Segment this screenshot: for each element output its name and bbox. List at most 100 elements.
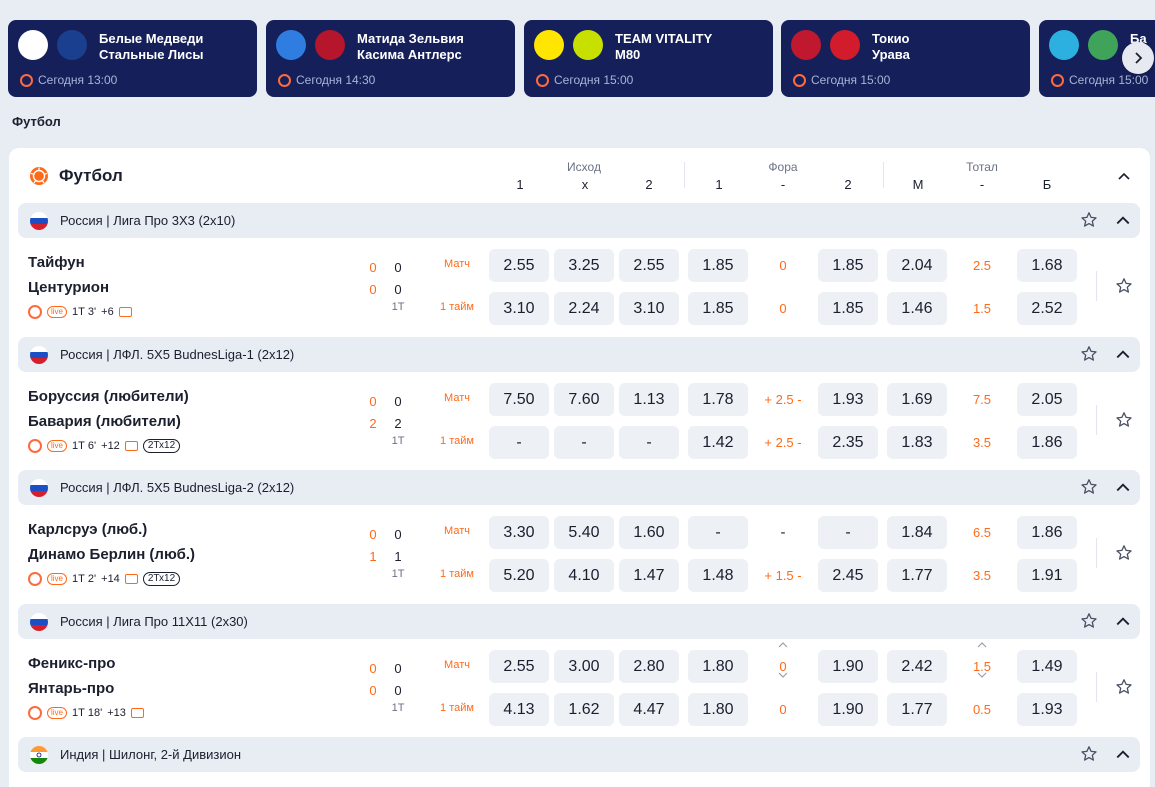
odds-button[interactable]: 1.77: [887, 693, 947, 726]
odds-button[interactable]: 4.10: [554, 559, 614, 592]
league-collapse-button[interactable]: [1115, 746, 1131, 762]
league-header[interactable]: Индия | Шилонг, 2-й Дивизион: [18, 737, 1140, 772]
odds-button[interactable]: 1.86: [1017, 516, 1077, 549]
team1-name[interactable]: Карлсруэ (люб.): [28, 521, 148, 538]
odds-button[interactable]: 4.47: [619, 693, 679, 726]
featured-match-card[interactable]: Белые Медведи Стальные Лисы Сегодня 13:00: [8, 20, 257, 97]
odds-button[interactable]: 2.55: [619, 249, 679, 282]
odds-button[interactable]: 1.86: [1017, 426, 1077, 459]
odds-button[interactable]: 2.05: [1017, 383, 1077, 416]
odds-button[interactable]: 1.77: [887, 559, 947, 592]
tv-stream-icon[interactable]: [124, 574, 138, 584]
league-collapse-button[interactable]: [1115, 479, 1131, 495]
more-markets-link[interactable]: +13: [107, 707, 126, 719]
odds-button[interactable]: 1.49: [1017, 650, 1077, 683]
more-markets-link[interactable]: +14: [101, 573, 120, 585]
odds-button[interactable]: 7.50: [489, 383, 549, 416]
odds-button[interactable]: 3.10: [619, 292, 679, 325]
odds-button[interactable]: 5.20: [489, 559, 549, 592]
tv-stream-icon[interactable]: [124, 441, 138, 451]
odds-button[interactable]: 3.25: [554, 249, 614, 282]
odds-button[interactable]: -: [489, 426, 549, 459]
odds-button[interactable]: 2.45: [818, 559, 878, 592]
featured-match-card[interactable]: Матида Зельвия Касима Антлерс Сегодня 14:3…: [266, 20, 515, 97]
odds-button[interactable]: 1.83: [887, 426, 947, 459]
match-favorite-button[interactable]: [1115, 277, 1133, 295]
odds-button[interactable]: 1.62: [554, 693, 614, 726]
odds-button[interactable]: 1.69: [887, 383, 947, 416]
team2-name[interactable]: Центурион: [28, 279, 110, 296]
team1-name[interactable]: Боруссия (любители): [28, 388, 189, 405]
odds-button[interactable]: 2.24: [554, 292, 614, 325]
odds-button[interactable]: 2.80: [619, 650, 679, 683]
odds-button[interactable]: 1.48: [688, 559, 748, 592]
odds-button[interactable]: 2.52: [1017, 292, 1077, 325]
odds-button[interactable]: 1.42: [688, 426, 748, 459]
league-favorite-button[interactable]: [1080, 478, 1098, 496]
odds-button[interactable]: 1.78: [688, 383, 748, 416]
tv-stream-icon[interactable]: [118, 307, 132, 317]
odds-button[interactable]: 7.60: [554, 383, 614, 416]
odds-button[interactable]: 2.55: [489, 650, 549, 683]
league-favorite-button[interactable]: [1080, 211, 1098, 229]
team1-name[interactable]: Феникс-про: [28, 655, 116, 672]
odds-button[interactable]: 1.84: [887, 516, 947, 549]
odds-button[interactable]: -: [619, 426, 679, 459]
odds-button[interactable]: 1.85: [818, 249, 878, 282]
league-collapse-button[interactable]: [1115, 613, 1131, 629]
league-collapse-button[interactable]: [1115, 346, 1131, 362]
league-favorite-button[interactable]: [1080, 345, 1098, 363]
odds-button[interactable]: 2.42: [887, 650, 947, 683]
league-header[interactable]: Россия | ЛФЛ. 5Х5 BudnesLiga-2 (2х12): [18, 470, 1140, 505]
odds-button[interactable]: -: [554, 426, 614, 459]
team2-name[interactable]: Янтарь-про: [28, 680, 115, 697]
handicap-down-icon[interactable]: [753, 672, 813, 682]
league-header[interactable]: Россия | Лига Про 3Х3 (2х10): [18, 203, 1140, 238]
handicap-up-icon[interactable]: [753, 641, 813, 651]
total-up-icon[interactable]: [952, 641, 1012, 651]
team1-name[interactable]: Тайфун: [28, 254, 85, 271]
odds-button[interactable]: 2.35: [818, 426, 878, 459]
league-collapse-button[interactable]: [1115, 212, 1131, 228]
odds-button[interactable]: 3.00: [554, 650, 614, 683]
odds-button[interactable]: 1.85: [818, 292, 878, 325]
odds-button[interactable]: 1.90: [818, 693, 878, 726]
odds-button[interactable]: 1.91: [1017, 559, 1077, 592]
odds-button[interactable]: 1.60: [619, 516, 679, 549]
team2-name[interactable]: Бавария (любители): [28, 413, 181, 430]
odds-button[interactable]: 3.10: [489, 292, 549, 325]
odds-button[interactable]: 1.85: [688, 292, 748, 325]
league-favorite-button[interactable]: [1080, 745, 1098, 763]
odds-button[interactable]: 1.93: [1017, 693, 1077, 726]
more-markets-link[interactable]: +12: [101, 440, 120, 452]
featured-match-card[interactable]: TEAM VITALITY M80 Сегодня 15:00: [524, 20, 773, 97]
league-header[interactable]: Россия | Лига Про 11Х11 (2х30): [18, 604, 1140, 639]
tv-stream-icon[interactable]: [130, 708, 144, 718]
odds-button[interactable]: 2.04: [887, 249, 947, 282]
match-favorite-button[interactable]: [1115, 411, 1133, 429]
odds-button[interactable]: -: [818, 516, 878, 549]
team2-name[interactable]: Динамо Берлин (люб.): [28, 546, 195, 563]
odds-button[interactable]: 1.93: [818, 383, 878, 416]
odds-button[interactable]: 1.47: [619, 559, 679, 592]
more-markets-link[interactable]: +6: [101, 306, 114, 318]
odds-button[interactable]: 5.40: [554, 516, 614, 549]
league-header[interactable]: Россия | ЛФЛ. 5Х5 BudnesLiga-1 (2х12): [18, 337, 1140, 372]
odds-button[interactable]: 1.46: [887, 292, 947, 325]
panel-collapse-button[interactable]: [1116, 168, 1132, 184]
total-down-icon[interactable]: [952, 672, 1012, 682]
match-favorite-button[interactable]: [1115, 678, 1133, 696]
odds-button[interactable]: -: [688, 516, 748, 549]
odds-button[interactable]: 1.68: [1017, 249, 1077, 282]
odds-button[interactable]: 1.80: [688, 693, 748, 726]
match-favorite-button[interactable]: [1115, 544, 1133, 562]
odds-button[interactable]: 4.13: [489, 693, 549, 726]
odds-button[interactable]: 1.90: [818, 650, 878, 683]
carousel-next-button[interactable]: [1122, 42, 1154, 74]
odds-button[interactable]: 1.85: [688, 249, 748, 282]
featured-match-card[interactable]: Токио Урава Сегодня 15:00: [781, 20, 1030, 97]
odds-button[interactable]: 3.30: [489, 516, 549, 549]
odds-button[interactable]: 1.80: [688, 650, 748, 683]
odds-button[interactable]: 1.13: [619, 383, 679, 416]
league-favorite-button[interactable]: [1080, 612, 1098, 630]
